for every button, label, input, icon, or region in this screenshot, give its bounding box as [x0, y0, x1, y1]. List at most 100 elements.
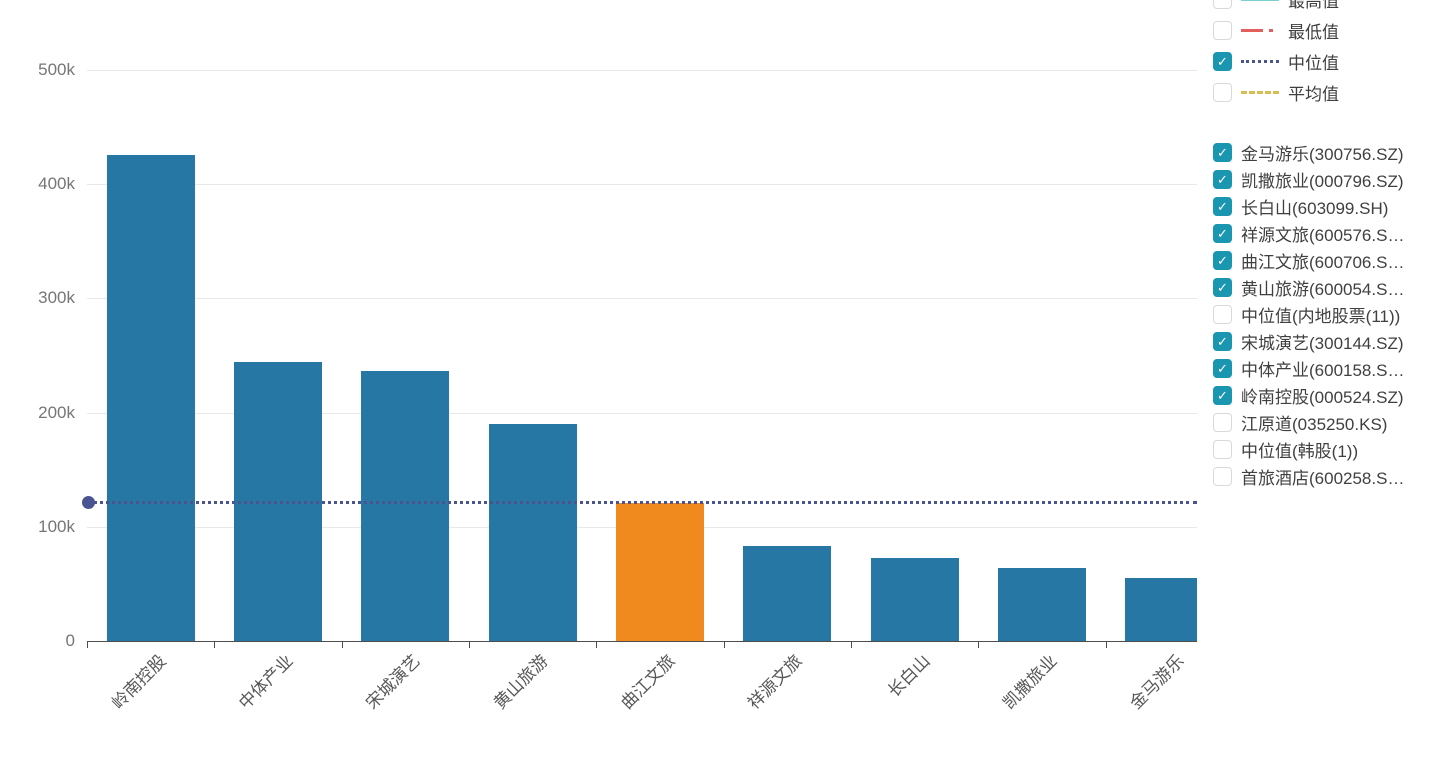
legend-item-中位值(韩股(1))[interactable]: 中位值(韩股(1)) [1213, 436, 1404, 463]
x-axis-category-label: 曲江文旅 [617, 651, 679, 713]
y-axis-tick-label: 400k [38, 174, 75, 194]
dotted-line-icon [1241, 60, 1279, 63]
legend-item-label: 江原道(035250.KS) [1241, 415, 1388, 434]
legend-item-label: 宋城演艺(300144.SZ) [1241, 334, 1404, 353]
x-axis-tick [469, 642, 470, 648]
legend-item-label: 曲江文旅(600706.S… [1241, 253, 1405, 272]
y-axis-tick-label: 100k [38, 516, 75, 536]
legend-item-label: 中位值(韩股(1)) [1241, 442, 1359, 461]
checkbox-checked-icon[interactable]: ✓ [1213, 197, 1232, 216]
legend-stock-series: ✓ 金马游乐(300756.SZ) ✓ 凯撒旅业(000796.SZ) ✓ 长白山(603… [1213, 139, 1404, 490]
gridline-300k [87, 298, 1197, 300]
checkbox-checked-icon[interactable]: ✓ [1213, 143, 1232, 162]
chart-canvas: 0 100k 200k 300k 400k 500k 岭南控股 中体产业 宋城演艺 黄山旅游 曲江文… [38, 0, 1404, 713]
y-axis-tick-label: 200k [38, 402, 75, 422]
legend-item-中位值[interactable]: ✓ 中位值 [1213, 46, 1339, 77]
x-axis-category-label: 祥源文旅 [744, 651, 807, 713]
checkbox-checked-icon[interactable]: ✓ [1213, 332, 1232, 351]
x-axis-category-label: 长白山 [883, 651, 934, 701]
checkbox-unchecked-icon[interactable] [1213, 305, 1232, 324]
legend-item-label: 凯撒旅业(000796.SZ) [1241, 172, 1404, 191]
x-axis-category-label: 黄山旅游 [489, 651, 552, 713]
y-axis-tick-label: 0 [65, 631, 75, 650]
gridline-200k [87, 412, 1197, 414]
legend-item-中体产业(600158.S…[interactable]: ✓ 中体产业(600158.S… [1213, 355, 1404, 382]
checkbox-unchecked-icon[interactable] [1213, 0, 1232, 9]
dashed-line-icon [1241, 91, 1279, 94]
gridline-500k [87, 70, 1197, 71]
gridline-400k [87, 184, 1197, 186]
legend-item-label: 岭南控股(000524.SZ) [1241, 388, 1404, 407]
x-axis-category-label: 凯撒旅业 [999, 651, 1061, 713]
legend-item-label: 最高值 [1288, 0, 1339, 11]
y-axis-tick-label: 300k [38, 288, 75, 308]
x-axis-category-label: 金马游乐 [1126, 651, 1189, 713]
legend-item-凯撒旅业(000796.SZ)[interactable]: ✓ 凯撒旅业(000796.SZ) [1213, 166, 1404, 193]
legend-item-label: 首旅酒店(600258.S… [1241, 469, 1405, 488]
checkbox-unchecked-icon[interactable] [1213, 440, 1232, 459]
legend-item-label: 黄山旅游(600054.S… [1241, 280, 1405, 299]
legend-statistic-lines: 最高值最低值 ✓ 中位值平均值 [1213, 0, 1339, 108]
legend-item-宋城演艺(300144.SZ)[interactable]: ✓ 宋城演艺(300144.SZ) [1213, 328, 1404, 355]
bar-宋城演艺[interactable] [361, 371, 450, 641]
legend-item-长白山(603099.SH)[interactable]: ✓ 长白山(603099.SH) [1213, 193, 1404, 220]
legend-item-平均值[interactable]: 平均值 [1213, 77, 1339, 108]
legend-item-label: 中位值(内地股票(11)) [1241, 307, 1401, 326]
legend-item-曲江文旅(600706.S…[interactable]: ✓ 曲江文旅(600706.S… [1213, 247, 1404, 274]
legend-item-label: 最低值 [1288, 23, 1339, 42]
median-markline [87, 500, 1197, 504]
bar-曲江文旅[interactable] [616, 502, 704, 641]
x-axis-tick [851, 642, 852, 648]
legend-item-label: 中位值 [1288, 54, 1339, 73]
legend-item-label: 金马游乐(300756.SZ) [1241, 145, 1404, 164]
x-axis-line [87, 641, 1197, 642]
legend-item-祥源文旅(600576.S…[interactable]: ✓ 祥源文旅(600576.S… [1213, 220, 1404, 247]
legend-item-江原道(035250.KS)[interactable]: 江原道(035250.KS) [1213, 409, 1404, 436]
checkbox-checked-icon[interactable]: ✓ [1213, 224, 1232, 243]
bar-祥源文旅[interactable] [743, 546, 832, 641]
median-markline-start-dot [81, 495, 95, 509]
plot-area [87, 0, 1197, 641]
bar-凯撒旅业[interactable] [998, 567, 1086, 641]
checkbox-unchecked-icon[interactable] [1213, 83, 1232, 102]
legend-item-label: 平均值 [1288, 85, 1339, 104]
legend-item-label: 长白山(603099.SH) [1241, 199, 1389, 218]
x-axis-category-label: 宋城演艺 [362, 651, 425, 713]
x-axis-tick [214, 642, 216, 648]
x-axis-category-label: 中体产业 [235, 651, 297, 713]
checkbox-checked-icon[interactable]: ✓ [1213, 359, 1232, 378]
bar-黄山旅游[interactable] [488, 424, 577, 641]
x-axis-tick [978, 642, 980, 648]
x-axis-tick [723, 642, 725, 648]
legend-item-金马游乐(300756.SZ)[interactable]: ✓ 金马游乐(300756.SZ) [1213, 139, 1404, 166]
x-axis-tick [87, 642, 88, 648]
legend-item-label: 中体产业(600158.S… [1241, 361, 1405, 380]
checkbox-checked-icon[interactable]: ✓ [1213, 278, 1232, 297]
solid-line-icon [1241, 0, 1279, 1]
legend-item-最高值[interactable]: 最高值 [1213, 0, 1339, 15]
checkbox-checked-icon[interactable]: ✓ [1213, 170, 1232, 189]
checkbox-unchecked-icon[interactable] [1213, 467, 1232, 486]
checkbox-checked-icon[interactable]: ✓ [1213, 52, 1232, 71]
legend-item-岭南控股(000524.SZ)[interactable]: ✓ 岭南控股(000524.SZ) [1213, 382, 1404, 409]
legend-item-首旅酒店(600258.S…[interactable]: 首旅酒店(600258.S… [1213, 463, 1404, 490]
bar-长白山[interactable] [870, 557, 959, 641]
bar-金马游乐[interactable] [1125, 578, 1197, 641]
legend-item-最低值[interactable]: 最低值 [1213, 15, 1339, 46]
checkbox-unchecked-icon[interactable] [1213, 21, 1232, 40]
dot-segment [1269, 29, 1273, 32]
x-axis-tick [1105, 642, 1107, 648]
checkbox-unchecked-icon[interactable] [1213, 413, 1232, 432]
legend-item-label: 祥源文旅(600576.S… [1241, 226, 1405, 245]
legend-item-黄山旅游(600054.S…[interactable]: ✓ 黄山旅游(600054.S… [1213, 274, 1404, 301]
x-axis-tick [341, 642, 343, 648]
x-axis-category-label: 岭南控股 [107, 651, 170, 713]
dashdot-line-icon [1241, 29, 1279, 32]
checkbox-checked-icon[interactable]: ✓ [1213, 251, 1232, 270]
dash-segment [1241, 29, 1263, 32]
checkbox-checked-icon[interactable]: ✓ [1213, 386, 1232, 405]
x-axis-tick [596, 642, 598, 648]
legend-item-中位值(内地股票(11))[interactable]: 中位值(内地股票(11)) [1213, 301, 1404, 328]
bar-岭南控股[interactable] [106, 154, 195, 641]
y-axis-tick-label: 500k [38, 60, 75, 79]
